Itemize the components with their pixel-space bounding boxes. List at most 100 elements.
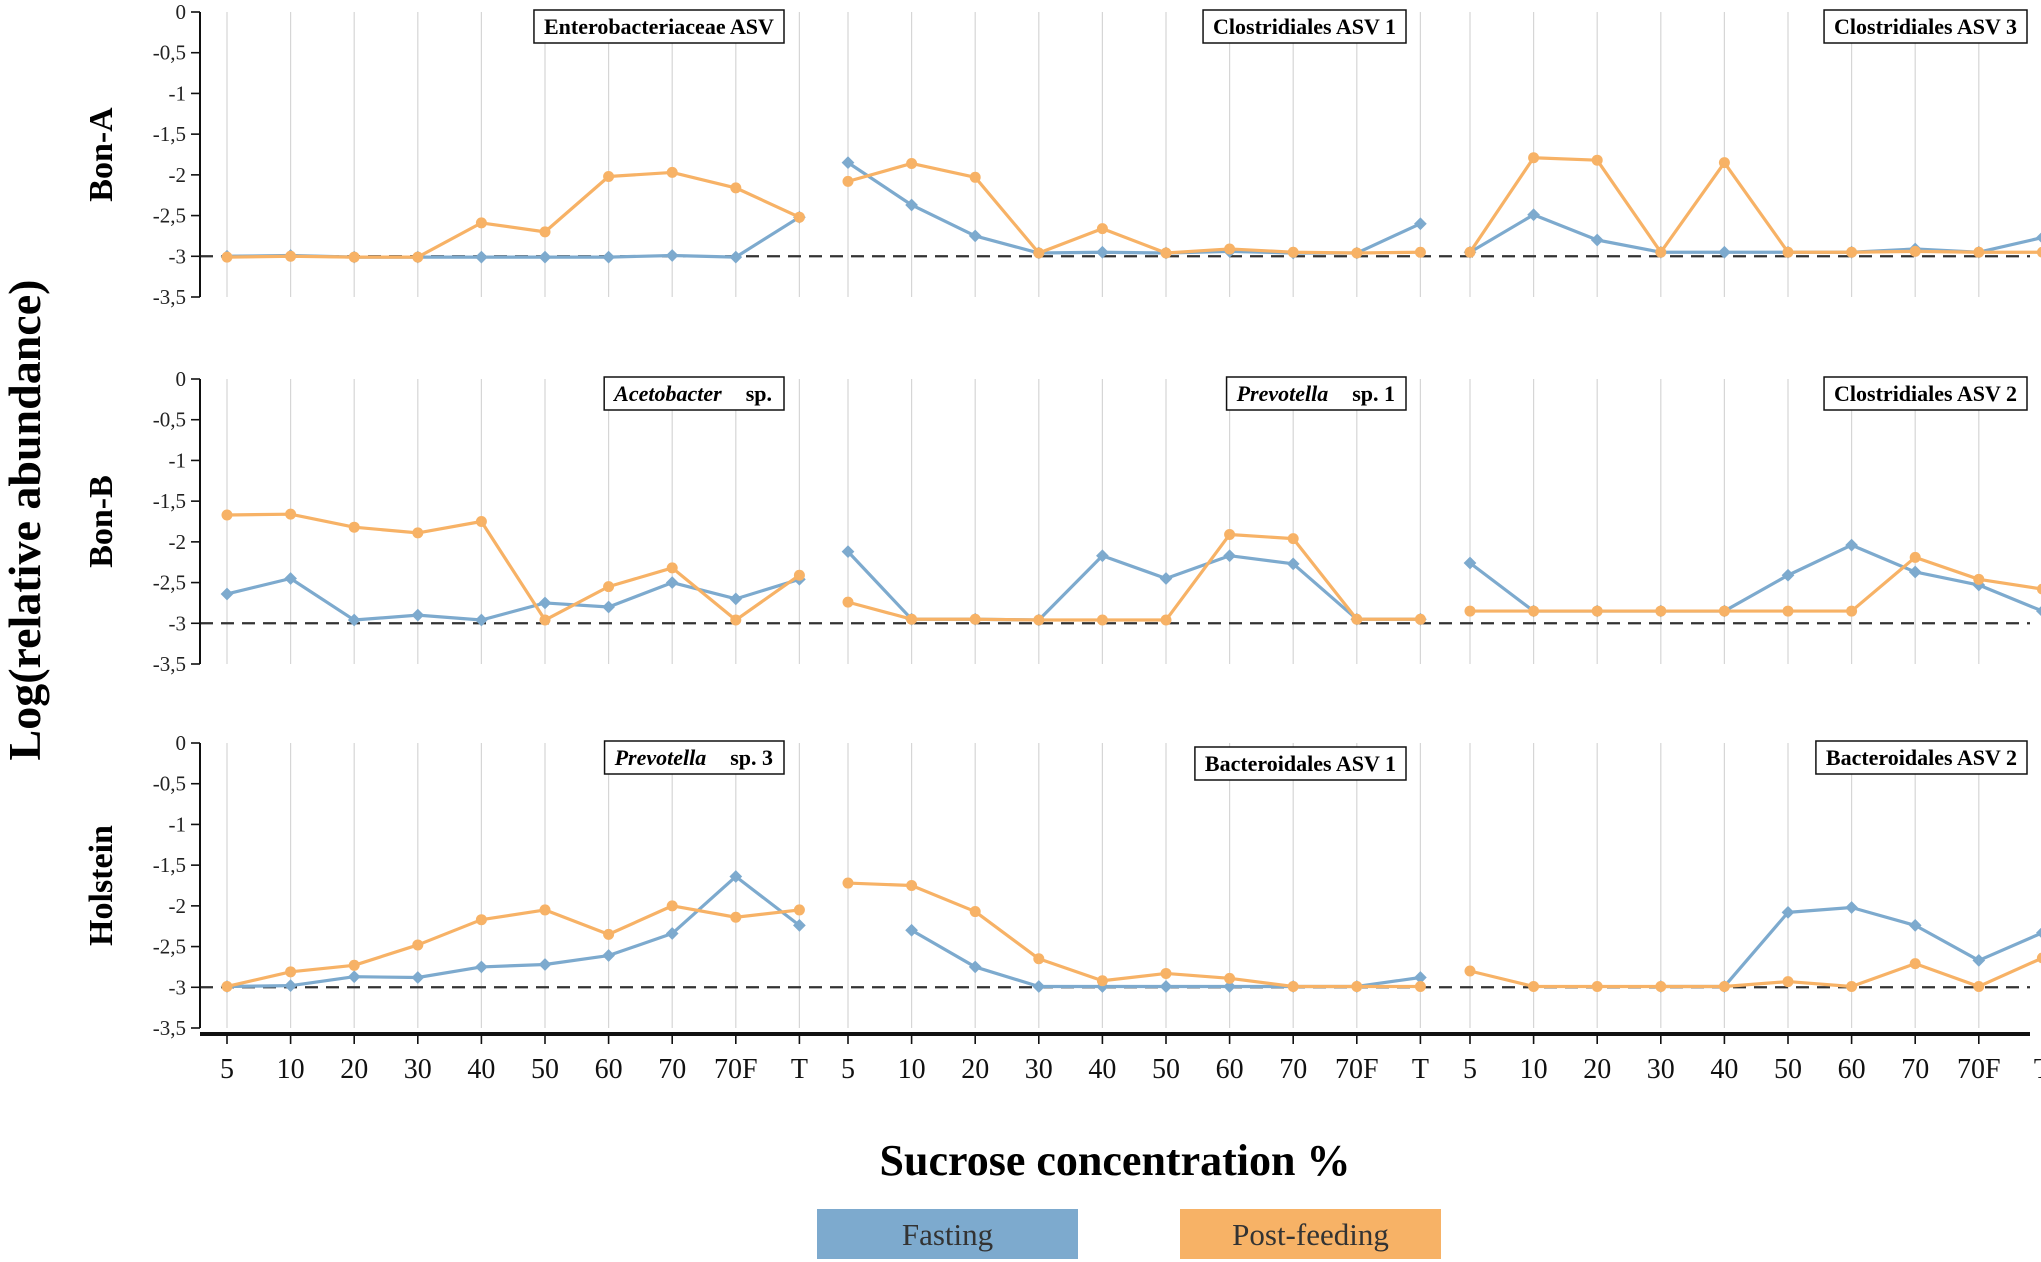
data-point-post-feeding xyxy=(475,217,487,229)
data-point-post-feeding xyxy=(221,251,233,263)
panel-title-italic: Prevotella xyxy=(1236,381,1329,406)
data-point-post-feeding xyxy=(1096,614,1108,626)
data-point-post-feeding xyxy=(969,171,981,183)
series-line-fasting xyxy=(226,215,801,259)
data-point-post-feeding xyxy=(1846,980,1858,992)
x-tick-label: 60 xyxy=(1216,1054,1244,1085)
data-point-post-feeding xyxy=(285,966,297,978)
y-tick-label: -2,5 xyxy=(153,935,186,959)
row-label: Bon-A xyxy=(83,107,120,202)
data-point-fasting xyxy=(665,576,679,589)
data-point-post-feeding xyxy=(1718,980,1730,992)
panel-0-1: Clostridiales ASV 1 xyxy=(841,9,1427,260)
data-point-post-feeding xyxy=(1096,975,1108,987)
data-point-post-feeding xyxy=(1591,605,1603,617)
data-point-fasting xyxy=(220,587,234,601)
data-point-post-feeding xyxy=(906,157,918,169)
data-point-post-feeding xyxy=(1287,246,1299,258)
y-axis-title: Log(relative abundance) xyxy=(0,280,50,761)
y-tick-label: -1 xyxy=(169,81,187,105)
panel-title-box xyxy=(1823,9,2028,44)
x-tick-label: 50 xyxy=(1774,1054,1802,1085)
data-point-post-feeding xyxy=(221,509,233,521)
x-tick-label: 70F xyxy=(1957,1054,2001,1085)
data-point-fasting xyxy=(1908,919,1922,932)
data-point-fasting xyxy=(1159,572,1173,585)
data-point-fasting xyxy=(347,970,361,984)
data-point-post-feeding xyxy=(2036,246,2041,258)
y-tick-label: 0 xyxy=(176,367,187,391)
data-point-post-feeding xyxy=(1414,613,1426,625)
y-tick-label: -1,5 xyxy=(153,853,186,877)
y-tick-label: -1,5 xyxy=(153,489,186,513)
panel-title-box xyxy=(1815,740,2028,775)
panel-2-2: Bacteroidales ASV 2 xyxy=(1464,740,2041,993)
x-tick-label: 70 xyxy=(1901,1054,1929,1085)
data-point-fasting xyxy=(1590,233,1604,247)
data-point-post-feeding xyxy=(906,880,918,891)
x-axis-title: Sucrose concentration % xyxy=(880,1136,1351,1185)
x-tick-label: 5 xyxy=(220,1054,234,1085)
data-point-fasting xyxy=(602,600,615,614)
data-point-fasting xyxy=(538,958,552,971)
y-tick-label: -0,5 xyxy=(153,408,186,432)
data-point-post-feeding xyxy=(1718,605,1730,617)
data-point-post-feeding xyxy=(666,166,678,178)
data-point-fasting xyxy=(1223,549,1236,563)
panel-title: Clostridiales ASV 2 xyxy=(1834,381,2017,406)
x-tick-label: T xyxy=(1412,1054,1429,1085)
panel-title-plain: sp. 1 xyxy=(1352,381,1395,406)
y-tick-label: -3 xyxy=(169,975,187,999)
y-tick-label: 0 xyxy=(176,0,187,24)
data-point-post-feeding xyxy=(1287,980,1299,992)
data-point-post-feeding xyxy=(2036,583,2041,595)
series-line-post-feeding xyxy=(847,161,1421,255)
data-point-post-feeding xyxy=(2036,952,2041,964)
x-tick-label: 40 xyxy=(1088,1054,1116,1085)
y-tick-label: -2 xyxy=(169,163,187,187)
x-tick-label: T xyxy=(2034,1054,2041,1085)
data-point-fasting xyxy=(665,249,679,262)
series-line-fasting xyxy=(1469,213,2041,254)
data-point-post-feeding xyxy=(1655,246,1667,258)
data-point-post-feeding xyxy=(969,906,981,918)
x-tick-label: 10 xyxy=(1520,1054,1548,1085)
data-point-post-feeding xyxy=(539,904,551,916)
data-point-fasting xyxy=(475,960,488,974)
y-tick-label: -3 xyxy=(169,244,187,268)
panel-2-0: Prevotella sp. 3 xyxy=(220,740,806,993)
y-tick-label: -0,5 xyxy=(153,41,186,65)
series-line-post-feeding xyxy=(1469,956,2041,989)
data-point-post-feeding xyxy=(1464,965,1476,977)
panel-2-1: Bacteroidales ASV 1 xyxy=(842,746,1427,993)
data-point-post-feeding xyxy=(1782,976,1794,988)
data-point-post-feeding xyxy=(1909,245,1921,257)
data-point-fasting xyxy=(1781,568,1795,582)
data-point-post-feeding xyxy=(603,928,615,940)
data-point-post-feeding xyxy=(1655,980,1667,992)
panel-title-italic: Prevotella xyxy=(614,745,707,770)
y-tick-label: -2 xyxy=(169,894,187,918)
data-point-post-feeding xyxy=(1846,605,1858,617)
data-point-fasting xyxy=(1032,980,1046,993)
data-point-post-feeding xyxy=(906,613,918,625)
data-point-post-feeding xyxy=(1351,980,1363,992)
y-tick-label: -2 xyxy=(169,530,187,554)
x-tick-label: 50 xyxy=(531,1054,559,1085)
data-point-post-feeding xyxy=(1033,953,1045,965)
data-point-fasting xyxy=(602,250,615,264)
data-point-fasting xyxy=(1159,980,1173,993)
x-tick-label: 50 xyxy=(1152,1054,1180,1085)
y-tick-label: -3,5 xyxy=(153,285,186,309)
panel-title-plain: sp. xyxy=(746,381,772,406)
data-point-post-feeding xyxy=(842,596,854,608)
data-point-fasting xyxy=(729,592,743,606)
y-tick-label: -2,5 xyxy=(153,571,186,595)
data-point-post-feeding xyxy=(412,527,424,539)
data-point-post-feeding xyxy=(1591,980,1603,992)
panel-1-2: Clostridiales ASV 2 xyxy=(1463,376,2041,618)
data-point-post-feeding xyxy=(793,904,805,916)
x-tick-label: 30 xyxy=(404,1054,432,1085)
data-point-post-feeding xyxy=(793,569,805,581)
data-point-fasting xyxy=(2036,604,2041,618)
